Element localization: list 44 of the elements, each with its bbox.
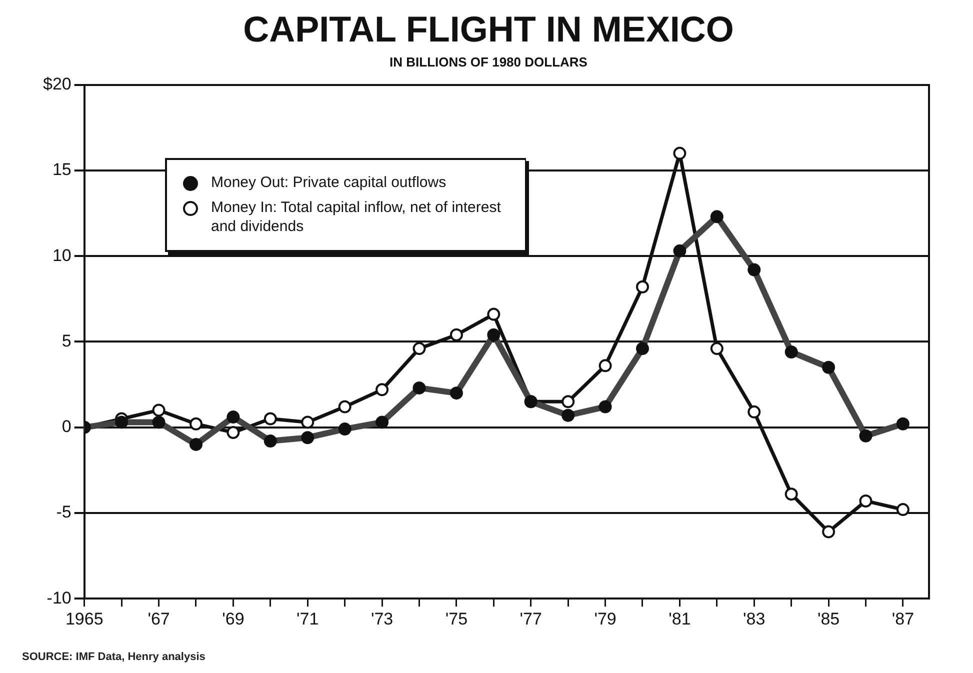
y-tick-label: $20 [42,74,72,94]
x-tick-label: 1965 [65,609,104,628]
point [264,412,277,426]
x-tick-label: '83 [743,609,766,628]
y-tick-label: 10 [52,246,72,265]
x-tick-label: '85 [817,609,840,628]
x-tick-label: '73 [370,609,394,628]
point [748,405,761,418]
legend-label: Money Out: Private capital outflows [211,174,446,193]
chart-title: CAPITAL FLIGHT IN MEXICO [243,8,734,50]
x-tick-label: '71 [296,609,319,628]
y-tick-label: 15 [52,160,72,180]
x-tick-label: '81 [668,609,691,628]
y-tick-label: 5 [62,331,72,350]
point [450,328,463,342]
point [673,146,686,160]
x-tick-label: '79 [594,609,616,628]
y-tick-label: 0 [62,417,72,436]
point [376,383,389,396]
x-tick-label: '69 [222,609,244,628]
point [598,359,612,372]
point [301,416,314,429]
point [710,342,724,356]
point [896,503,910,516]
x-tick-label: '75 [445,609,468,628]
chart-subtitle: IN BILLIONS OF 1980 DOLLARS [390,54,588,70]
x-tick-label: '87 [892,609,914,628]
point [226,426,240,439]
point [487,308,500,321]
x-tick-label: '67 [148,609,170,628]
source-note: SOURCE: IMF Data, Henry analysis [22,651,206,663]
x-tick-label: '77 [520,609,542,628]
legend-label: Money In: Total capital inflow, net of interest and dividends [211,198,502,236]
point [338,400,352,414]
y-tick-label: -10 [46,588,72,608]
point [562,395,575,408]
point [636,280,649,294]
point [189,417,202,430]
point [784,488,798,501]
y-tick-label: -5 [56,502,72,522]
point [822,525,836,538]
point [412,342,426,356]
point [859,494,872,508]
point [152,404,166,417]
